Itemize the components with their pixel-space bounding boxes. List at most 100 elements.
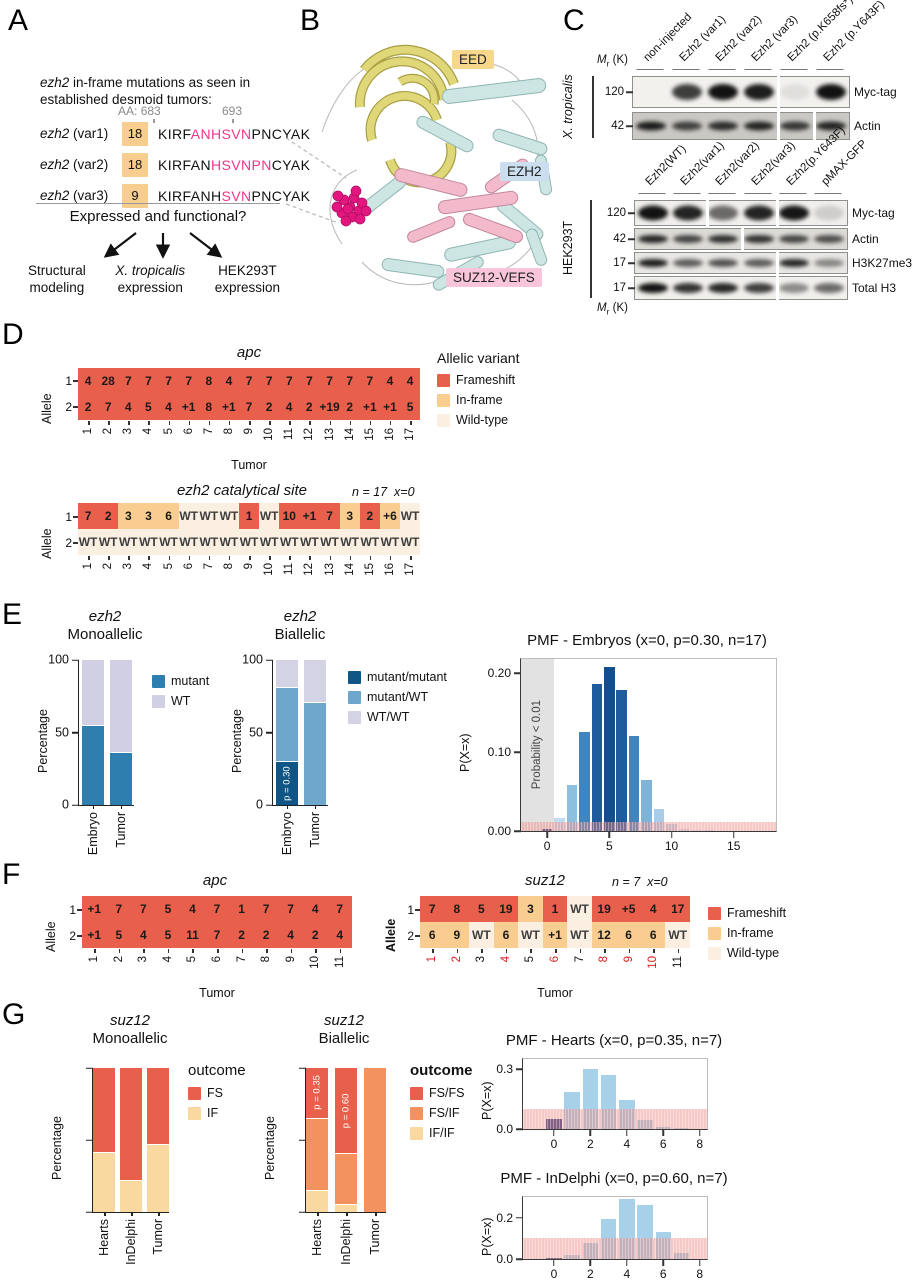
pmf-bar bbox=[641, 780, 652, 831]
sequence: KIRFANHSVNPNCYAK bbox=[158, 157, 310, 173]
x-label-cell: Embryo bbox=[82, 805, 104, 865]
tumor-column: 10 bbox=[259, 420, 279, 454]
mw-header-sub: r bbox=[606, 58, 610, 69]
legend-label: FS bbox=[207, 1086, 223, 1100]
sequence: KIRFANHSVNPNCYAK bbox=[158, 126, 310, 142]
heatmap-cell: WT bbox=[400, 503, 421, 529]
approach-line1: X. tropicalis bbox=[115, 263, 186, 278]
tick-mark bbox=[604, 949, 606, 953]
heatmap-cell: 4 bbox=[640, 896, 666, 922]
x-tick-label: 6 bbox=[659, 1267, 667, 1280]
aa-end-label: 693 bbox=[222, 104, 243, 118]
target-label: Actin bbox=[852, 232, 879, 246]
heatmap-cell: WT bbox=[379, 529, 400, 555]
target-label: Myc-tag bbox=[854, 85, 897, 99]
x-tick-label: 4 bbox=[623, 1137, 631, 1151]
tumor-column: 13 bbox=[320, 555, 340, 589]
tick-mark bbox=[108, 421, 110, 425]
tick-mark bbox=[118, 949, 121, 953]
x-tick bbox=[626, 1260, 628, 1266]
x-tick bbox=[608, 832, 611, 838]
heatmap-cell: 7 bbox=[327, 896, 353, 922]
stacked-bar bbox=[93, 1068, 115, 1212]
heatmap-cell: 2 bbox=[359, 503, 380, 529]
percentage-axis-label: Percentage bbox=[50, 1116, 64, 1180]
mw-tick bbox=[628, 212, 635, 214]
tumor-column: 8 bbox=[219, 420, 239, 454]
tick-mark bbox=[73, 542, 78, 544]
lane-underline bbox=[779, 192, 807, 194]
mono-title-gene: ezh2 bbox=[88, 608, 122, 625]
heatmap-cell: 7 bbox=[204, 896, 230, 922]
wb-band bbox=[780, 84, 810, 100]
tick-mark bbox=[266, 949, 268, 953]
panel-d-label: D bbox=[2, 318, 24, 351]
heatmap-row: 7 8 5 19 3 1 WT 19 +5 4 17 bbox=[420, 896, 691, 922]
tick-mark bbox=[317, 1212, 319, 1216]
bar-segment bbox=[335, 1204, 357, 1212]
tumor-column: 4 bbox=[156, 948, 181, 982]
pmf-bar bbox=[564, 1092, 580, 1129]
legend-item: Frameshift bbox=[708, 906, 786, 920]
lane-underline bbox=[744, 68, 772, 70]
tumor-column: 12 bbox=[299, 555, 319, 589]
mw-header-m: M bbox=[597, 54, 607, 66]
bars: p = 0.35 p = 0.60 bbox=[306, 1068, 386, 1212]
lane-labels-hek293t: Ezh2(WT) Ezh2(var1) Ezh2(var2) Ezh2(var3) Ez… bbox=[634, 125, 870, 196]
variant-table: ezh2 (var1) 18 KIRFANHSVNPNCYAK ezh2 (var2)… bbox=[40, 118, 310, 211]
x-label: InDelphi bbox=[339, 1219, 353, 1265]
x-tick-label: 2 bbox=[587, 1137, 594, 1151]
heatmap-cell: WT bbox=[178, 503, 199, 529]
allele-1-label: 1 bbox=[69, 903, 76, 917]
wb-band bbox=[816, 84, 846, 100]
tumor-column: 9 bbox=[616, 948, 641, 982]
tick-mark bbox=[120, 805, 122, 809]
wb-band bbox=[743, 235, 774, 243]
heatmap-col-labels: 1 2 3 4 5 6 7 8 9 10 11 bbox=[82, 948, 352, 982]
tumor-number: 16 bbox=[383, 563, 396, 576]
pmf-embryos-chart: Probability < 0.01 0.20 0.10 0.00 0 5 10 15 bbox=[488, 658, 777, 853]
x-tick bbox=[698, 1130, 701, 1136]
heatmap-cell: 5 bbox=[138, 394, 159, 420]
legend-label: mutant/mutant bbox=[367, 670, 447, 684]
approach-line1: HEK293T bbox=[218, 263, 277, 278]
tumor-number: 1 bbox=[82, 563, 95, 570]
mono-title-sub: Monoallelic bbox=[67, 626, 143, 643]
heatmap-cell: WT bbox=[218, 529, 239, 555]
tumor-column: 9 bbox=[278, 948, 303, 982]
mw-tick bbox=[626, 125, 633, 127]
lane-labels-xtropicalis: non-injected Ezh2 (var1) Ezh2 (var2) Ezh2 (… bbox=[632, 0, 887, 72]
heatmap-cell: 7 bbox=[204, 922, 230, 948]
heatmap-cell: 6 bbox=[420, 922, 445, 948]
heatmap-cell: 11 bbox=[180, 922, 205, 948]
bar-segment bbox=[303, 702, 326, 805]
heatmap-cell: WT bbox=[279, 529, 300, 555]
significance-band bbox=[521, 821, 776, 831]
tick-mark bbox=[349, 556, 352, 560]
tick-mark bbox=[329, 556, 332, 560]
bars bbox=[79, 660, 134, 805]
tumor-number: 4 bbox=[499, 956, 512, 963]
heatmap-cell: 2 bbox=[258, 394, 280, 420]
y-tick-label: 100 bbox=[242, 652, 263, 667]
tumor-number: 9 bbox=[243, 563, 256, 570]
bar-segment: p = 0.30 bbox=[275, 762, 298, 805]
tumor-number: 12 bbox=[303, 428, 316, 441]
tick-mark bbox=[249, 421, 251, 425]
bi-title-gene: ezh2 bbox=[283, 608, 317, 625]
tumor-column: 12 bbox=[299, 420, 319, 454]
pmf-bar bbox=[678, 828, 690, 831]
pmf-y-axis-label: P(X=x) bbox=[458, 733, 472, 772]
pmf-bar bbox=[591, 683, 603, 831]
wb-band bbox=[744, 121, 774, 131]
pmf-bar bbox=[619, 1199, 635, 1259]
wb-band bbox=[814, 235, 845, 243]
pmf-bar bbox=[546, 1258, 562, 1259]
pmf-bar bbox=[600, 1075, 617, 1129]
y-tick-label: 50 bbox=[55, 724, 69, 739]
tumor-number: 5 bbox=[524, 956, 537, 963]
heatmap-cell: 2 bbox=[229, 922, 254, 948]
heatmap-cell: 7 bbox=[131, 896, 156, 922]
variant-legend-f: Frameshift In-frame Wild-type bbox=[708, 906, 786, 966]
bar-segment bbox=[109, 753, 132, 805]
